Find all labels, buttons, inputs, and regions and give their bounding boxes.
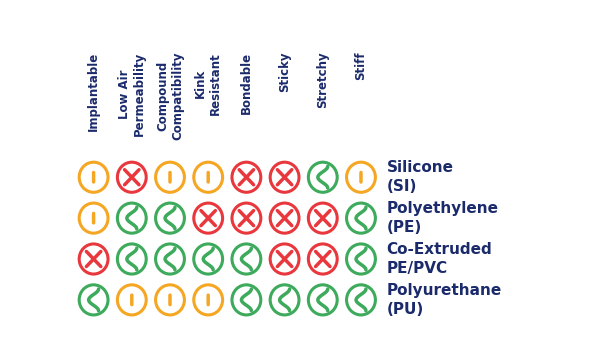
Text: Silicone
(SI): Silicone (SI)	[386, 160, 454, 194]
Text: Sticky: Sticky	[278, 52, 291, 92]
Text: Low Air
Permeability: Low Air Permeability	[118, 52, 146, 136]
Text: Polyurethane
(PU): Polyurethane (PU)	[386, 283, 502, 317]
Text: Co-Extruded
PE/PVC: Co-Extruded PE/PVC	[386, 242, 493, 276]
Text: Stretchy: Stretchy	[316, 52, 329, 109]
Text: Kink
Resistant: Kink Resistant	[194, 52, 222, 114]
Text: Polyethylene
(PE): Polyethylene (PE)	[386, 201, 499, 235]
Text: Stiff: Stiff	[355, 52, 367, 80]
Text: Compound
Compatibility: Compound Compatibility	[156, 52, 184, 140]
Text: Implantable: Implantable	[87, 52, 100, 131]
Text: Bondable: Bondable	[240, 52, 253, 114]
